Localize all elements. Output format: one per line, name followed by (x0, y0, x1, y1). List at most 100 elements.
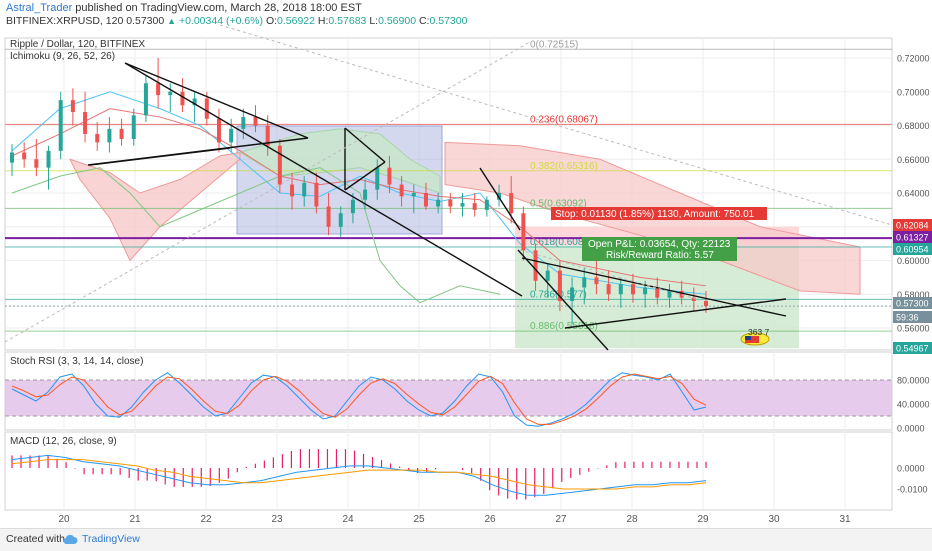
candle-body[interactable] (363, 189, 368, 200)
candle-body[interactable] (643, 287, 648, 295)
trendline-support[interactable] (89, 147, 231, 166)
candle-body[interactable] (606, 284, 611, 295)
macd-panel[interactable] (4, 431, 893, 511)
candle-body[interactable] (70, 100, 75, 112)
publish-info: published on TradingView.com, March 28, … (72, 2, 362, 14)
candle-body[interactable] (34, 159, 39, 168)
candle-body[interactable] (338, 213, 343, 227)
y-tick-label: 0.60000 (897, 256, 930, 266)
stoch-tick-label: 0.0000 (897, 424, 925, 434)
price-badge-label: 0.60954 (896, 245, 929, 255)
footer-bar: Created with TradingView (0, 528, 932, 551)
candle-body[interactable] (131, 115, 136, 139)
candle-body[interactable] (265, 125, 270, 146)
candle-body[interactable] (192, 98, 197, 106)
candle-body[interactable] (168, 91, 173, 96)
fib-level-label: 0.5(0.63092) (530, 198, 587, 209)
candle-body[interactable] (302, 182, 307, 197)
candle-body[interactable] (509, 193, 514, 214)
trend-dashed-upper (219, 24, 893, 226)
stoch-legend: Stoch RSI (3, 3, 14, 14, close) (10, 356, 143, 367)
trendline-long-descending[interactable] (124, 62, 523, 297)
price-change: +0.00344 (+0.6%) (178, 15, 264, 27)
pnl-box[interactable] (582, 237, 737, 261)
candle-body[interactable] (399, 184, 404, 197)
candle-body[interactable] (204, 98, 209, 119)
candle-body[interactable] (667, 290, 672, 298)
x-tick-label: 21 (129, 514, 141, 525)
macd-line (11, 454, 707, 496)
candle-body[interactable] (350, 199, 355, 214)
price-badge-label: 0.54967 (896, 344, 929, 354)
candle-body[interactable] (521, 213, 526, 251)
candle-body[interactable] (156, 83, 161, 96)
candle-body[interactable] (570, 287, 575, 302)
candle-body[interactable] (655, 287, 660, 298)
candle-body[interactable] (387, 167, 392, 185)
candle-body[interactable] (460, 203, 465, 207)
open-label: O: (265, 15, 278, 27)
candle-body[interactable] (448, 199, 453, 207)
candle-body[interactable] (143, 83, 148, 116)
open-value: 0.56922 (277, 15, 315, 27)
candle-body[interactable] (253, 117, 258, 126)
publish-header: Astral_Trader published on TradingView.c… (6, 2, 362, 14)
candle-body[interactable] (83, 112, 88, 134)
stoch-line-k (11, 372, 707, 427)
candle-body[interactable] (630, 284, 635, 295)
author-link[interactable]: Astral_Trader (6, 2, 73, 14)
candle-body[interactable] (107, 128, 112, 143)
candle-body[interactable] (423, 193, 428, 207)
candle-body[interactable] (216, 118, 221, 143)
candle-body[interactable] (691, 297, 696, 301)
candle-body[interactable] (679, 290, 684, 298)
candle-body[interactable] (241, 117, 246, 129)
candle-body[interactable] (375, 167, 380, 190)
trendline-drop[interactable] (479, 167, 521, 231)
candle-body[interactable] (22, 152, 27, 160)
candle-body[interactable] (326, 206, 331, 227)
candle-body[interactable] (618, 284, 623, 295)
candle-body[interactable] (180, 91, 185, 106)
trendline-descending[interactable] (124, 62, 309, 139)
candle-body[interactable] (277, 145, 282, 185)
x-tick-label: 23 (271, 514, 283, 525)
x-tick-label: 26 (484, 514, 496, 525)
trendline-channel-lower[interactable] (517, 249, 609, 351)
trendline-spike-up[interactable] (344, 161, 386, 191)
trendline-wedge-lower[interactable] (564, 298, 787, 329)
candle-body[interactable] (46, 150, 51, 168)
candle-body[interactable] (472, 203, 477, 210)
ichimoku-conversion-line (11, 91, 707, 295)
candle-body[interactable] (290, 184, 295, 197)
candle-body[interactable] (314, 182, 319, 207)
price-badge (893, 342, 932, 354)
candle-body[interactable] (58, 100, 63, 151)
candle-body[interactable] (582, 277, 587, 288)
chart-canvas[interactable]: 0(0.72515) 0.236(0.68067) 0.382(0.65316) 0.… (0, 0, 932, 528)
candle-body[interactable] (533, 250, 538, 281)
price-badge (893, 311, 932, 323)
flag-count: 363 7 (748, 327, 770, 337)
candle-body[interactable] (545, 270, 550, 281)
price-badge-label: 0.57300 (896, 299, 929, 309)
candle-body[interactable] (484, 199, 489, 210)
trendline-spike-down[interactable] (344, 127, 386, 163)
candle-body[interactable] (557, 270, 562, 301)
candle-body[interactable] (119, 128, 124, 139)
tradingview-link[interactable]: TradingView (82, 533, 140, 545)
fib-level-label: 0.236(0.68067) (530, 114, 598, 125)
fib-trend-dashed (4, 41, 531, 343)
candle-body[interactable] (10, 152, 14, 163)
candle-body[interactable] (95, 133, 100, 143)
candle-body[interactable] (594, 277, 599, 285)
ichimoku-legend: Ichimoku (9, 26, 52, 26) (10, 51, 115, 62)
up-arrow-icon: ▲ (167, 16, 177, 26)
flag-badge[interactable]: 363 7 (740, 327, 770, 346)
stoch-tick-label: 40.0000 (897, 400, 930, 410)
stop-box[interactable] (551, 207, 767, 220)
candle-body[interactable] (229, 128, 234, 143)
candle-body[interactable] (704, 301, 708, 307)
candle-body[interactable] (436, 199, 441, 207)
candle-body[interactable] (411, 193, 416, 197)
